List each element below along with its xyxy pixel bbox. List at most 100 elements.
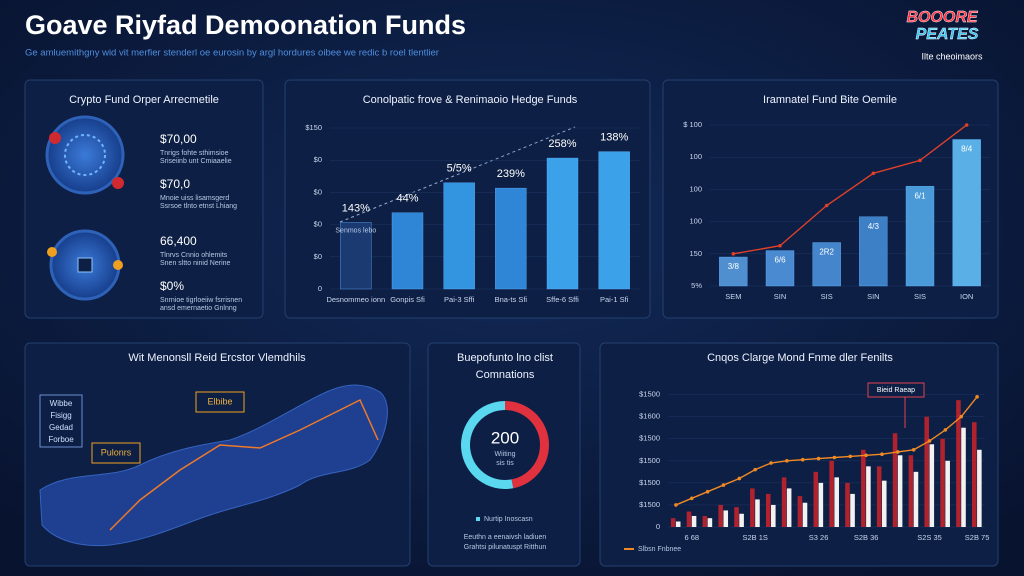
line-point — [864, 453, 868, 458]
bar — [702, 515, 708, 527]
bar — [859, 216, 888, 287]
bar-annotation: 6/6 — [774, 256, 786, 265]
orb-node — [113, 260, 123, 270]
stat-text: ansd emernaetio Gnlnng — [160, 305, 237, 312]
chart-subtitle: Comnations — [476, 369, 535, 381]
bar — [443, 182, 475, 290]
line-point — [753, 467, 757, 472]
bar-annotation: 143% — [342, 202, 370, 214]
line-point — [964, 123, 969, 127]
bar-annotation: 8/4 — [961, 145, 973, 154]
stat-value: $70,00 — [160, 132, 197, 146]
x-tick-label: S3 26 — [809, 533, 829, 542]
trend-line — [733, 124, 968, 255]
line-point — [800, 457, 805, 462]
bar-annotation: 2R2 — [819, 248, 834, 257]
map-label-box — [91, 442, 141, 464]
line-point — [816, 456, 821, 461]
bar — [391, 212, 424, 290]
bar — [897, 455, 903, 527]
map-legend-text: Fisigg — [50, 411, 71, 420]
brand-tagline: Ilte cheoimaors — [921, 51, 983, 61]
y-tick-label: $0 — [314, 155, 322, 164]
bar — [719, 256, 748, 287]
stat-text: Sriseiinb unt Cmiaaelie — [160, 158, 232, 165]
map-label: Elbibe — [207, 396, 232, 406]
stat-value: $0% — [160, 279, 184, 293]
y-tick-label: $1500 — [639, 478, 660, 487]
trend-line — [675, 396, 978, 506]
legend-label: Slbsn Fnbnee — [638, 546, 681, 553]
panel-title: Crypto Fund Orper Arrecmetile — [69, 94, 219, 106]
bar-annotation: 239% — [497, 168, 525, 180]
line-point — [769, 461, 773, 465]
orb-node — [47, 247, 57, 257]
bar — [765, 493, 771, 527]
x-tick-label: SIS — [821, 292, 833, 301]
line-point — [721, 483, 726, 487]
bar — [813, 471, 819, 527]
y-tick-label: $0 — [314, 220, 322, 229]
panel-title: Wit Menonsll Reid Ercstor Vlemdhils — [128, 352, 306, 364]
y-tick-label: $1500 — [639, 500, 660, 509]
stat-text: Tlnrvs Cnnio ohlemits — [160, 252, 228, 259]
bar — [881, 480, 887, 527]
bar — [940, 438, 945, 527]
x-tick-label: SIN — [774, 292, 787, 301]
stat-text: Tnrigs fohte sthimsioe — [160, 150, 229, 157]
orb-node — [49, 132, 61, 144]
bar — [908, 455, 914, 527]
y-tick-label: $1600 — [639, 412, 660, 421]
footer-text: Eeuthn a eenaivsh ladiuen — [464, 534, 547, 541]
line-point — [848, 454, 853, 459]
bar — [866, 466, 871, 527]
donut-segment — [461, 401, 514, 489]
map-route — [109, 398, 379, 531]
line-point — [943, 428, 948, 432]
bar — [905, 185, 935, 287]
footer-text: Grahtsi pilunatuspt Ritthun — [464, 544, 547, 551]
bar — [765, 250, 795, 287]
bar — [755, 499, 760, 527]
bar — [829, 460, 834, 527]
line-point — [918, 158, 922, 163]
x-tick-label: S2B 1S — [742, 533, 767, 542]
y-tick-label: $150 — [305, 123, 322, 132]
x-tick-label: Desnommeo ionn — [326, 295, 385, 304]
bar — [952, 139, 981, 287]
bar — [929, 444, 935, 527]
bar — [956, 400, 961, 527]
bar — [812, 242, 841, 287]
x-tick-label: S2S 35 — [917, 533, 942, 542]
chart-title: Conolpatic frove & Renimaoio Hedge Funds — [363, 94, 578, 106]
panel — [427, 342, 581, 567]
chart-title: Iramnatel Fund Bite Oemile — [763, 94, 897, 106]
legend-label: Nurtip Inoscasn — [484, 516, 533, 523]
map-legend-text: Forboe — [48, 435, 74, 444]
bar — [786, 488, 792, 527]
bar — [913, 471, 919, 527]
donut-center-text: Wiiting — [494, 451, 515, 458]
line-point — [737, 476, 742, 481]
y-tick-label: $ 100 — [683, 120, 702, 129]
bar — [892, 433, 898, 527]
bar — [670, 518, 676, 527]
legend-swatch — [476, 517, 480, 521]
bar — [834, 477, 839, 527]
orb-ring — [64, 134, 106, 176]
donut-center: 200 — [491, 428, 519, 447]
line-point — [975, 395, 979, 399]
bar — [691, 515, 697, 527]
bar-annotation: 258% — [548, 138, 576, 150]
map-legend-text: Wibbe — [50, 399, 73, 408]
y-tick-label: $1500 — [639, 390, 660, 399]
y-tick-label: 5% — [691, 281, 702, 290]
bar — [723, 510, 729, 527]
x-tick-label: SEM — [725, 292, 741, 301]
bar — [340, 222, 372, 290]
line-point — [785, 459, 789, 463]
orb-icon — [77, 257, 93, 273]
stat-text: Snrnioe tigrloeiiw fsrrisnen — [160, 297, 242, 304]
stat-text: Mnoie uiss lisamsgerd — [160, 195, 229, 202]
bar — [961, 427, 966, 527]
